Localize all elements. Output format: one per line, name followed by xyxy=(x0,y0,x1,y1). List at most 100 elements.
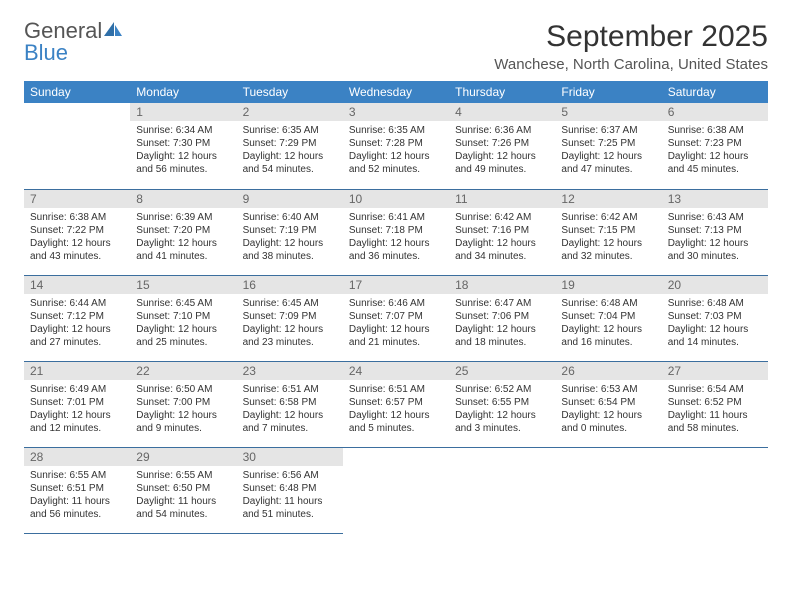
daylight-text: Daylight: 12 hours and 54 minutes. xyxy=(243,150,337,176)
day-number: 8 xyxy=(130,190,236,208)
sunset-text: Sunset: 7:23 PM xyxy=(668,137,762,150)
day-number: 24 xyxy=(343,362,449,380)
sunrise-text: Sunrise: 6:54 AM xyxy=(668,383,762,396)
day-header: Wednesday xyxy=(343,81,449,103)
day-number: 22 xyxy=(130,362,236,380)
day-info: Sunrise: 6:38 AMSunset: 7:22 PMDaylight:… xyxy=(24,208,130,267)
calendar-cell xyxy=(343,447,449,533)
day-number: 4 xyxy=(449,103,555,121)
sunset-text: Sunset: 6:54 PM xyxy=(561,396,655,409)
calendar-cell: 29Sunrise: 6:55 AMSunset: 6:50 PMDayligh… xyxy=(130,447,236,533)
day-info: Sunrise: 6:47 AMSunset: 7:06 PMDaylight:… xyxy=(449,294,555,353)
sunset-text: Sunset: 7:28 PM xyxy=(349,137,443,150)
daylight-text: Daylight: 12 hours and 52 minutes. xyxy=(349,150,443,176)
daylight-text: Daylight: 12 hours and 18 minutes. xyxy=(455,323,549,349)
day-info: Sunrise: 6:42 AMSunset: 7:16 PMDaylight:… xyxy=(449,208,555,267)
day-info: Sunrise: 6:53 AMSunset: 6:54 PMDaylight:… xyxy=(555,380,661,439)
sunset-text: Sunset: 6:57 PM xyxy=(349,396,443,409)
sunrise-text: Sunrise: 6:42 AM xyxy=(561,211,655,224)
sunrise-text: Sunrise: 6:52 AM xyxy=(455,383,549,396)
calendar-cell xyxy=(662,447,768,533)
day-info: Sunrise: 6:41 AMSunset: 7:18 PMDaylight:… xyxy=(343,208,449,267)
sunset-text: Sunset: 6:51 PM xyxy=(30,482,124,495)
sunset-text: Sunset: 7:18 PM xyxy=(349,224,443,237)
day-number: 29 xyxy=(130,448,236,466)
sunset-text: Sunset: 7:16 PM xyxy=(455,224,549,237)
calendar-cell: 26Sunrise: 6:53 AMSunset: 6:54 PMDayligh… xyxy=(555,361,661,447)
daylight-text: Daylight: 12 hours and 14 minutes. xyxy=(668,323,762,349)
daylight-text: Daylight: 12 hours and 43 minutes. xyxy=(30,237,124,263)
sunrise-text: Sunrise: 6:47 AM xyxy=(455,297,549,310)
day-header: Sunday xyxy=(24,81,130,103)
calendar-table: Sunday Monday Tuesday Wednesday Thursday… xyxy=(24,81,768,534)
day-number: 17 xyxy=(343,276,449,294)
calendar-cell: 23Sunrise: 6:51 AMSunset: 6:58 PMDayligh… xyxy=(237,361,343,447)
sail-icon xyxy=(102,20,124,42)
sunrise-text: Sunrise: 6:49 AM xyxy=(30,383,124,396)
sunset-text: Sunset: 7:09 PM xyxy=(243,310,337,323)
day-number: 15 xyxy=(130,276,236,294)
day-number: 18 xyxy=(449,276,555,294)
calendar-cell: 5Sunrise: 6:37 AMSunset: 7:25 PMDaylight… xyxy=(555,103,661,189)
daylight-text: Daylight: 11 hours and 51 minutes. xyxy=(243,495,337,521)
day-info: Sunrise: 6:34 AMSunset: 7:30 PMDaylight:… xyxy=(130,121,236,180)
calendar-cell: 4Sunrise: 6:36 AMSunset: 7:26 PMDaylight… xyxy=(449,103,555,189)
sunrise-text: Sunrise: 6:56 AM xyxy=(243,469,337,482)
sunset-text: Sunset: 6:50 PM xyxy=(136,482,230,495)
day-info: Sunrise: 6:39 AMSunset: 7:20 PMDaylight:… xyxy=(130,208,236,267)
day-number: 20 xyxy=(662,276,768,294)
day-info: Sunrise: 6:40 AMSunset: 7:19 PMDaylight:… xyxy=(237,208,343,267)
calendar-cell: 12Sunrise: 6:42 AMSunset: 7:15 PMDayligh… xyxy=(555,189,661,275)
day-info: Sunrise: 6:38 AMSunset: 7:23 PMDaylight:… xyxy=(662,121,768,180)
sunrise-text: Sunrise: 6:38 AM xyxy=(30,211,124,224)
day-number: 21 xyxy=(24,362,130,380)
daylight-text: Daylight: 11 hours and 56 minutes. xyxy=(30,495,124,521)
day-number: 7 xyxy=(24,190,130,208)
day-number: 6 xyxy=(662,103,768,121)
sunset-text: Sunset: 7:19 PM xyxy=(243,224,337,237)
sunrise-text: Sunrise: 6:40 AM xyxy=(243,211,337,224)
sunrise-text: Sunrise: 6:36 AM xyxy=(455,124,549,137)
daylight-text: Daylight: 12 hours and 5 minutes. xyxy=(349,409,443,435)
calendar-cell: 8Sunrise: 6:39 AMSunset: 7:20 PMDaylight… xyxy=(130,189,236,275)
day-info: Sunrise: 6:51 AMSunset: 6:58 PMDaylight:… xyxy=(237,380,343,439)
sunrise-text: Sunrise: 6:46 AM xyxy=(349,297,443,310)
calendar-week-row: 21Sunrise: 6:49 AMSunset: 7:01 PMDayligh… xyxy=(24,361,768,447)
day-header: Friday xyxy=(555,81,661,103)
day-info: Sunrise: 6:37 AMSunset: 7:25 PMDaylight:… xyxy=(555,121,661,180)
day-header-row: Sunday Monday Tuesday Wednesday Thursday… xyxy=(24,81,768,103)
sunset-text: Sunset: 7:12 PM xyxy=(30,310,124,323)
day-info: Sunrise: 6:56 AMSunset: 6:48 PMDaylight:… xyxy=(237,466,343,525)
daylight-text: Daylight: 12 hours and 34 minutes. xyxy=(455,237,549,263)
calendar-cell: 19Sunrise: 6:48 AMSunset: 7:04 PMDayligh… xyxy=(555,275,661,361)
day-number: 12 xyxy=(555,190,661,208)
day-number: 19 xyxy=(555,276,661,294)
daylight-text: Daylight: 12 hours and 45 minutes. xyxy=(668,150,762,176)
sunset-text: Sunset: 7:00 PM xyxy=(136,396,230,409)
sunrise-text: Sunrise: 6:39 AM xyxy=(136,211,230,224)
daylight-text: Daylight: 12 hours and 9 minutes. xyxy=(136,409,230,435)
calendar-week-row: 14Sunrise: 6:44 AMSunset: 7:12 PMDayligh… xyxy=(24,275,768,361)
calendar-cell: 6Sunrise: 6:38 AMSunset: 7:23 PMDaylight… xyxy=(662,103,768,189)
brand-part2: Blue xyxy=(24,40,68,65)
sunrise-text: Sunrise: 6:45 AM xyxy=(243,297,337,310)
daylight-text: Daylight: 12 hours and 25 minutes. xyxy=(136,323,230,349)
daylight-text: Daylight: 12 hours and 3 minutes. xyxy=(455,409,549,435)
day-number: 13 xyxy=(662,190,768,208)
calendar-page: General Blue September 2025 Wanchese, No… xyxy=(0,0,792,554)
sunset-text: Sunset: 7:20 PM xyxy=(136,224,230,237)
calendar-cell: 27Sunrise: 6:54 AMSunset: 6:52 PMDayligh… xyxy=(662,361,768,447)
sunset-text: Sunset: 7:29 PM xyxy=(243,137,337,150)
day-header: Thursday xyxy=(449,81,555,103)
calendar-cell: 11Sunrise: 6:42 AMSunset: 7:16 PMDayligh… xyxy=(449,189,555,275)
location-text: Wanchese, North Carolina, United States xyxy=(494,56,768,73)
sunset-text: Sunset: 6:58 PM xyxy=(243,396,337,409)
sunset-text: Sunset: 6:52 PM xyxy=(668,396,762,409)
sunset-text: Sunset: 7:10 PM xyxy=(136,310,230,323)
calendar-head: Sunday Monday Tuesday Wednesday Thursday… xyxy=(24,81,768,103)
day-info: Sunrise: 6:42 AMSunset: 7:15 PMDaylight:… xyxy=(555,208,661,267)
calendar-cell: 7Sunrise: 6:38 AMSunset: 7:22 PMDaylight… xyxy=(24,189,130,275)
calendar-cell: 28Sunrise: 6:55 AMSunset: 6:51 PMDayligh… xyxy=(24,447,130,533)
day-number: 26 xyxy=(555,362,661,380)
calendar-cell xyxy=(555,447,661,533)
